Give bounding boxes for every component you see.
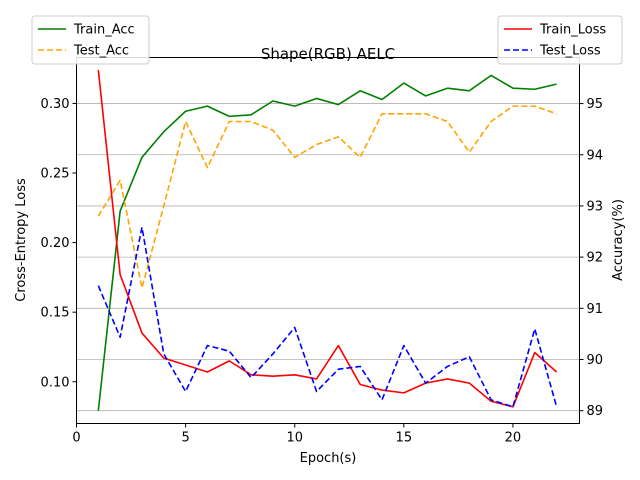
legend-top-right: Train_Loss Test_Loss (497, 15, 623, 65)
left-y-axis-title: Cross-Entropy Loss (14, 178, 29, 302)
x-tick-label: 15 (396, 431, 413, 446)
legend-label: Test_Loss (539, 44, 601, 59)
legend-label: Test_Acc (73, 44, 129, 59)
legend-box (31, 15, 150, 65)
legend-label: Train_Loss (539, 23, 606, 38)
plot-series (97, 69, 558, 411)
right-y-tick-label: 94 (587, 148, 604, 163)
left-y-tick-label: 0.30 (41, 97, 70, 112)
left-y-tick-label: 0.20 (41, 236, 70, 251)
right-y-tick-label: 93 (587, 199, 604, 214)
right-y-tick-label: 95 (587, 97, 604, 112)
series-line-test-loss (97, 226, 558, 408)
x-axis-title: Epoch(s) (300, 451, 357, 466)
series-line-train-loss (97, 69, 558, 408)
right-y-tick-label: 90 (587, 353, 604, 368)
x-tick-label: 10 (286, 431, 303, 446)
chart-title: Shape(RGB) AELC (261, 45, 395, 63)
right-y-tick-label: 89 (587, 404, 604, 419)
left-y-tick-label: 0.15 (41, 306, 70, 321)
legends: Train_Acc Test_Acc Train_Loss Test_Loss (31, 15, 623, 65)
x-tick-label: 5 (181, 431, 189, 446)
legend-box (497, 15, 623, 65)
left-y-tick-label: 0.25 (41, 167, 70, 182)
legend-label: Train_Acc (73, 23, 135, 38)
left-y-tick-label: 0.10 (41, 375, 70, 390)
grid-lines (76, 103, 580, 412)
series-line-train-acc (97, 74, 557, 411)
x-tick-label: 20 (505, 431, 522, 446)
axis-ticks: 0 5 10 15 20 0.10 0.15 0.20 0.25 0.30 89 90 91 92 93 94… (41, 97, 604, 446)
right-y-tick-label: 91 (587, 302, 604, 317)
right-y-axis-title: Accuracy(%) (611, 199, 626, 281)
right-y-tick-label: 92 (587, 251, 604, 266)
legend-top-left: Train_Acc Test_Acc (31, 15, 150, 65)
plot-area-frame (76, 57, 580, 424)
x-tick-label: 0 (72, 431, 80, 446)
series-line-test-acc (97, 105, 557, 289)
